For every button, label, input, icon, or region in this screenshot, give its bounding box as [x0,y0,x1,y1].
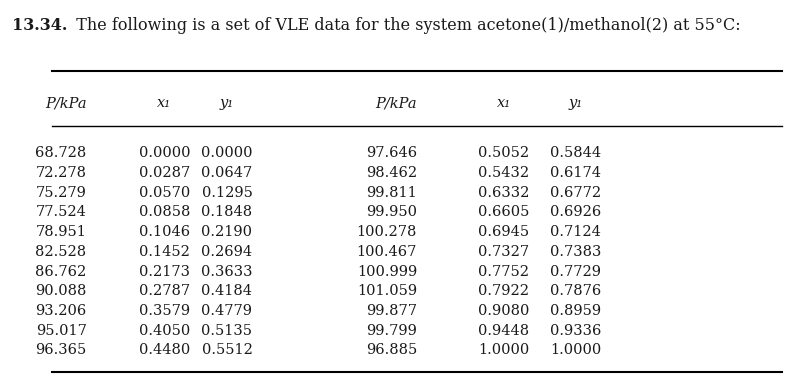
Text: The following is a set of VLE data for the system acetone(1)/methanol(2) at 55°C: The following is a set of VLE data for t… [66,17,740,34]
Text: 0.5052: 0.5052 [478,146,529,160]
Text: 96.885: 96.885 [366,344,417,357]
Text: 0.9336: 0.9336 [550,324,602,338]
Text: 0.7327: 0.7327 [478,245,529,259]
Text: 0.7124: 0.7124 [550,225,602,239]
Text: x₁: x₁ [496,97,511,110]
Text: 0.5135: 0.5135 [201,324,253,338]
Text: 98.462: 98.462 [366,166,417,180]
Text: 0.5844: 0.5844 [550,146,602,160]
Text: 0.0000: 0.0000 [201,146,253,160]
Text: 0.9448: 0.9448 [478,324,529,338]
Text: 0.0647: 0.0647 [201,166,253,180]
Text: 0.2787: 0.2787 [139,284,190,298]
Text: 0.0858: 0.0858 [139,205,190,219]
Text: 95.017: 95.017 [36,324,87,338]
Text: 0.0287: 0.0287 [139,166,190,180]
Text: 90.088: 90.088 [35,284,87,298]
Text: 72.278: 72.278 [35,166,87,180]
Text: 0.6945: 0.6945 [478,225,529,239]
Text: y₁: y₁ [569,97,583,110]
Text: 75.279: 75.279 [36,186,87,200]
Text: 0.6605: 0.6605 [478,205,529,219]
Text: 0.3579: 0.3579 [139,304,190,318]
Text: 96.365: 96.365 [35,344,87,357]
Text: 0.7383: 0.7383 [550,245,602,259]
Text: 0.3633: 0.3633 [201,265,253,278]
Text: 0.2173: 0.2173 [139,265,190,278]
Text: 0.7876: 0.7876 [550,284,602,298]
Text: 0.4480: 0.4480 [139,344,190,357]
Text: 0.6332: 0.6332 [478,186,529,200]
Text: 1.0000: 1.0000 [478,344,529,357]
Text: 0.4050: 0.4050 [139,324,190,338]
Text: 100.467: 100.467 [357,245,417,259]
Text: 77.524: 77.524 [36,205,87,219]
Text: 99.877: 99.877 [366,304,417,318]
Text: 101.059: 101.059 [357,284,417,298]
Text: P/kPa: P/kPa [45,97,87,110]
Text: 99.799: 99.799 [367,324,417,338]
Text: 0.6174: 0.6174 [550,166,602,180]
Text: 100.999: 100.999 [357,265,417,278]
Text: 0.7922: 0.7922 [478,284,529,298]
Text: 0.6926: 0.6926 [550,205,602,219]
Text: y₁: y₁ [220,97,234,110]
Text: x₁: x₁ [157,97,172,110]
Text: 99.950: 99.950 [366,205,417,219]
Text: 0.5432: 0.5432 [478,166,529,180]
Text: 0.4779: 0.4779 [201,304,253,318]
Text: 93.206: 93.206 [35,304,87,318]
Text: 0.8959: 0.8959 [550,304,602,318]
Text: 0.2694: 0.2694 [201,245,253,259]
Text: P/kPa: P/kPa [375,97,417,110]
Text: 0.7752: 0.7752 [478,265,529,278]
Text: 0.0000: 0.0000 [139,146,190,160]
Text: 82.528: 82.528 [35,245,87,259]
Text: 0.2190: 0.2190 [201,225,253,239]
Text: 0.6772: 0.6772 [550,186,602,200]
Text: 86.762: 86.762 [35,265,87,278]
Text: 78.951: 78.951 [36,225,87,239]
Text: 0.4184: 0.4184 [201,284,253,298]
Text: 68.728: 68.728 [35,146,87,160]
Text: 0.1295: 0.1295 [201,186,253,200]
Text: 100.278: 100.278 [357,225,417,239]
Text: 0.0570: 0.0570 [139,186,190,200]
Text: 0.1046: 0.1046 [139,225,190,239]
Text: 0.7729: 0.7729 [550,265,602,278]
Text: 1.0000: 1.0000 [550,344,602,357]
Text: 99.811: 99.811 [367,186,417,200]
Text: 0.1452: 0.1452 [139,245,190,259]
Text: 0.1848: 0.1848 [201,205,253,219]
Text: 13.34.: 13.34. [12,17,67,34]
Text: 0.9080: 0.9080 [478,304,529,318]
Text: 97.646: 97.646 [366,146,417,160]
Text: 0.5512: 0.5512 [201,344,253,357]
